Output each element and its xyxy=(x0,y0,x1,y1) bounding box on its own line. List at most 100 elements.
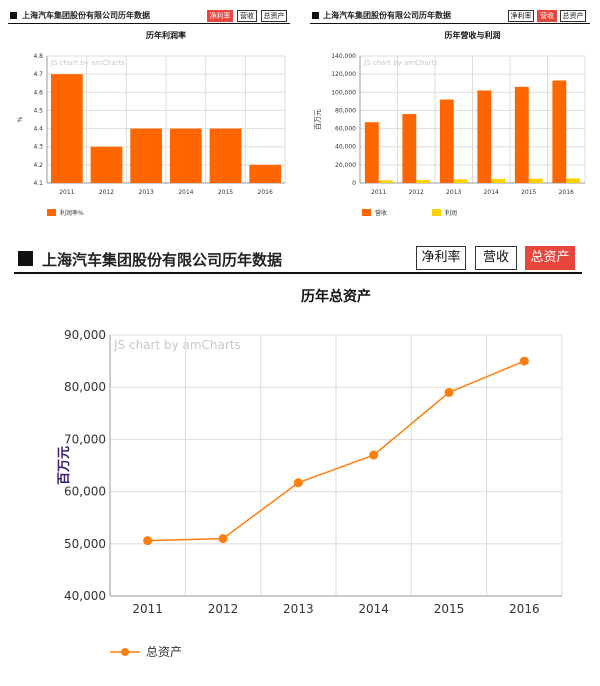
chart-watermark: JS chart by amCharts xyxy=(50,59,125,67)
y-tick-label: 4.3 xyxy=(33,144,43,151)
net-margin-button[interactable]: 净利率 xyxy=(207,10,233,22)
y-tick-label: 4.6 xyxy=(33,89,43,96)
x-tick-label: 2011 xyxy=(59,189,74,196)
x-tick-label: 2011 xyxy=(371,189,386,196)
total-assets-chart: 历年总资产 JS chart by amCharts 40,000 50,000 60,… xyxy=(57,288,563,659)
y-tick-label: 4.1 xyxy=(33,180,43,187)
bar xyxy=(402,114,417,183)
x-tick-label: 2015 xyxy=(218,189,233,196)
y-tick-label: 140,000 xyxy=(331,53,356,60)
bar xyxy=(209,128,242,183)
y-axis-label: % xyxy=(17,116,24,122)
y-tick-label: 100,000 xyxy=(331,89,356,96)
bar xyxy=(169,128,202,183)
legend-swatch xyxy=(47,209,56,216)
y-tick-label: 4.4 xyxy=(33,126,43,133)
data-point xyxy=(369,450,379,460)
legend-label: 利润 xyxy=(445,209,457,217)
bar xyxy=(378,180,393,183)
bar xyxy=(439,99,454,183)
bar xyxy=(364,122,379,183)
x-tick-label: 2012 xyxy=(99,189,114,196)
revenue-button[interactable]: 营收 xyxy=(237,10,257,22)
bar xyxy=(50,74,83,183)
bar xyxy=(491,178,506,183)
y-axis-label: 百万元 xyxy=(57,446,72,485)
y-tick-label: 80,000 xyxy=(335,107,356,114)
y-tick-label: 4.5 xyxy=(33,107,43,114)
company-title: 上海汽车集团股份有限公司历年数据 xyxy=(22,11,150,20)
y-tick-label: 4.7 xyxy=(33,71,43,78)
legend-swatch-marker xyxy=(121,648,129,656)
y-tick-label: 70,000 xyxy=(64,432,106,446)
data-point xyxy=(519,356,529,366)
y-tick-label: 40,000 xyxy=(335,144,356,151)
x-tick-label: 2011 xyxy=(132,602,163,616)
header-rule xyxy=(310,23,590,24)
y-tick-label: 90,000 xyxy=(64,328,106,342)
x-tick-label: 2012 xyxy=(208,602,239,616)
x-tick-label: 2013 xyxy=(446,189,461,196)
y-tick-label: 0 xyxy=(352,180,356,187)
y-tick-label: 120,000 xyxy=(331,71,356,78)
bar xyxy=(528,178,543,183)
y-tick-label: 40,000 xyxy=(64,589,106,603)
x-tick-label: 2015 xyxy=(434,602,465,616)
total-assets-button[interactable]: 总资产 xyxy=(525,246,575,270)
revenue-button[interactable]: 营收 xyxy=(537,10,557,22)
legend-label: 营收 xyxy=(375,209,387,217)
x-tick-label: 2014 xyxy=(484,189,499,196)
total-assets-button[interactable]: 总资产 xyxy=(560,10,586,22)
data-point xyxy=(143,536,153,546)
y-tick-label: 20,000 xyxy=(335,162,356,169)
x-tick-label: 2014 xyxy=(358,602,389,616)
y-tick-label: 4.8 xyxy=(33,53,43,60)
y-tick-label: 60,000 xyxy=(64,485,106,499)
bar xyxy=(249,164,282,183)
revenue-profit-chart: 历年营收与利润 JS chart by amCharts 0 20,000 40,000… xyxy=(314,30,586,217)
x-tick-label: 2016 xyxy=(509,602,540,616)
bar xyxy=(453,179,468,183)
chart-watermark: JS chart by amCharts xyxy=(363,59,438,67)
company-title: 上海汽车集团股份有限公司历年数据 xyxy=(42,251,283,269)
bar xyxy=(90,146,123,183)
chart-title: 历年总资产 xyxy=(301,288,371,305)
company-title: 上海汽车集团股份有限公司历年数据 xyxy=(323,11,451,20)
chart-title: 历年营收与利润 xyxy=(445,30,501,40)
data-line xyxy=(147,360,525,542)
legend-label: 总资产 xyxy=(146,645,182,659)
y-tick-label: 50,000 xyxy=(64,537,106,551)
legend-swatch xyxy=(432,209,441,216)
chart-watermark: JS chart by amCharts xyxy=(113,338,241,352)
net-margin-button[interactable]: 净利率 xyxy=(508,10,534,22)
data-point xyxy=(293,478,303,488)
header-square-icon xyxy=(312,12,319,19)
header-rule xyxy=(14,272,582,274)
y-axis-label: 百万元 xyxy=(314,109,322,130)
header-square-icon xyxy=(10,12,17,19)
x-tick-label: 2013 xyxy=(283,602,314,616)
total-assets-button[interactable]: 总资产 xyxy=(261,10,287,22)
header-rule xyxy=(8,23,290,24)
y-tick-label: 60,000 xyxy=(335,126,356,133)
net-margin-button[interactable]: 净利率 xyxy=(416,246,466,270)
x-tick-label: 2016 xyxy=(559,189,574,196)
legend-swatch xyxy=(362,209,371,216)
x-tick-label: 2016 xyxy=(258,189,273,196)
chart-title: 历年利润率 xyxy=(146,30,186,40)
bar xyxy=(477,90,492,183)
y-tick-label: 80,000 xyxy=(64,380,106,394)
bar xyxy=(552,80,567,183)
revenue-button[interactable]: 营收 xyxy=(475,246,517,270)
header-square-icon xyxy=(18,251,33,266)
bar xyxy=(514,86,529,183)
data-point xyxy=(444,387,454,397)
x-tick-label: 2015 xyxy=(521,189,536,196)
y-tick-label: 4.2 xyxy=(33,162,43,169)
x-tick-label: 2013 xyxy=(139,189,154,196)
data-point xyxy=(218,534,228,544)
legend-label: 利润率% xyxy=(60,209,84,217)
net-margin-chart: 历年利润率 JS chart by amCharts 4.1 4.2 4.3 4.4 4.5… xyxy=(17,30,286,217)
bar xyxy=(416,180,431,183)
x-tick-label: 2014 xyxy=(178,189,193,196)
